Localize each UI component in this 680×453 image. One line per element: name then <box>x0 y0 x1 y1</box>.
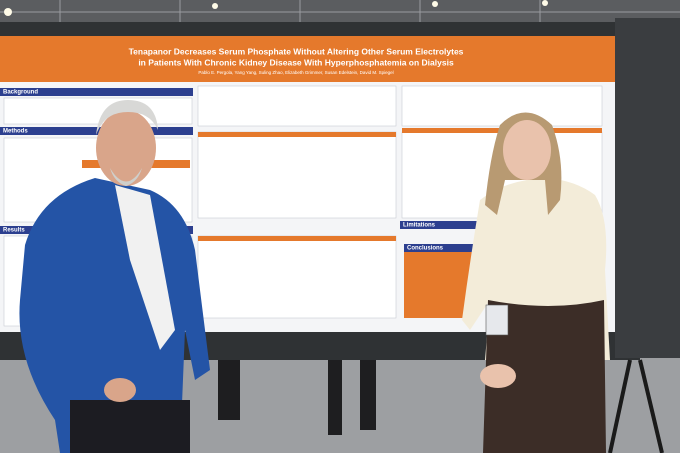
side-panel <box>615 18 680 358</box>
woman-badge <box>485 304 509 336</box>
section-bar <box>400 221 478 229</box>
section-title: Methods <box>3 129 28 135</box>
ceiling-lights <box>4 0 548 16</box>
man-hair <box>96 100 158 135</box>
section-bar <box>404 244 476 252</box>
poster-header <box>0 36 615 82</box>
section-title: Background <box>3 90 38 96</box>
man-jacket <box>19 178 210 453</box>
woman-skirt <box>483 300 606 453</box>
section-title: Results <box>3 228 25 234</box>
poster-title: Tenapanor Decreases Serum Phosphate With… <box>129 46 464 56</box>
man-hand <box>104 378 136 402</box>
man-beard <box>110 168 142 186</box>
easel-legs <box>608 359 664 453</box>
section-bar <box>0 127 193 135</box>
poster-authors: Pablo E. Pergola, Yang Yang, Suling Zhao… <box>198 70 393 75</box>
poster-title: in Patients With Chronic Kidney Disease … <box>138 57 454 67</box>
man-shirt <box>115 185 175 350</box>
woman-face <box>503 120 551 180</box>
section-title: Conclusions <box>407 246 444 252</box>
section-title: Limitations <box>403 223 436 229</box>
man-face <box>96 110 156 186</box>
background-legs <box>218 360 376 435</box>
section-bar <box>0 88 193 96</box>
woman-hands <box>480 364 516 388</box>
man-trousers <box>70 400 190 453</box>
